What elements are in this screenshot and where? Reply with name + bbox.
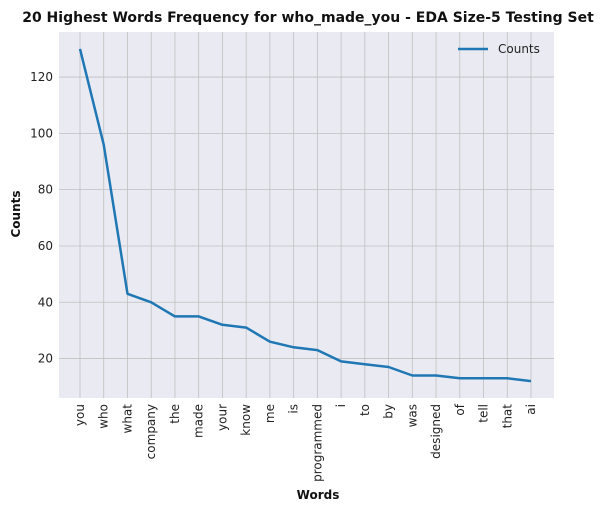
y-tick-label: 40: [38, 295, 53, 309]
y-tick-label: 120: [30, 70, 53, 84]
x-tick-label: company: [144, 404, 158, 459]
x-tick-label: by: [382, 404, 396, 419]
legend-label: Counts: [498, 42, 540, 56]
y-axis-ticks: 20 40 60 80 100 120: [30, 70, 53, 366]
x-tick-label: who: [97, 404, 111, 429]
y-tick-label: 80: [38, 183, 53, 197]
y-tick-label: 20: [38, 352, 53, 366]
plot-area: [59, 32, 554, 398]
x-tick-label: me: [263, 404, 277, 423]
x-tick-label: the: [168, 404, 182, 424]
x-tick-label: tell: [477, 404, 491, 423]
x-tick-label: that: [500, 404, 514, 429]
x-tick-label: i: [334, 404, 348, 407]
series-line-counts: [78, 48, 532, 383]
x-tick-label: your: [215, 404, 229, 431]
x-tick-label: is: [287, 404, 301, 414]
x-tick-label: designed: [429, 404, 443, 459]
legend: Counts: [458, 42, 540, 56]
x-tick-label: was: [405, 404, 419, 427]
y-axis-label: Counts: [9, 190, 23, 237]
y-tick-label: 60: [38, 239, 53, 253]
x-tick-label: made: [192, 404, 206, 438]
x-axis-label: Words: [297, 488, 340, 502]
y-tick-label: 100: [30, 126, 53, 140]
chart-title: 20 Highest Words Frequency for who_made_…: [22, 10, 594, 26]
x-tick-label: of: [453, 403, 467, 415]
series-layer: [78, 48, 532, 383]
x-axis-ticks: you who what company the made your know me is prog…: [73, 403, 538, 482]
x-tick-label: programmed: [310, 404, 324, 482]
x-tick-label: ai: [524, 404, 538, 415]
x-tick-label: to: [358, 404, 372, 416]
grid: [59, 32, 554, 398]
x-tick-label: you: [73, 404, 87, 426]
x-tick-label: know: [239, 404, 253, 436]
x-tick-label: what: [120, 404, 134, 434]
